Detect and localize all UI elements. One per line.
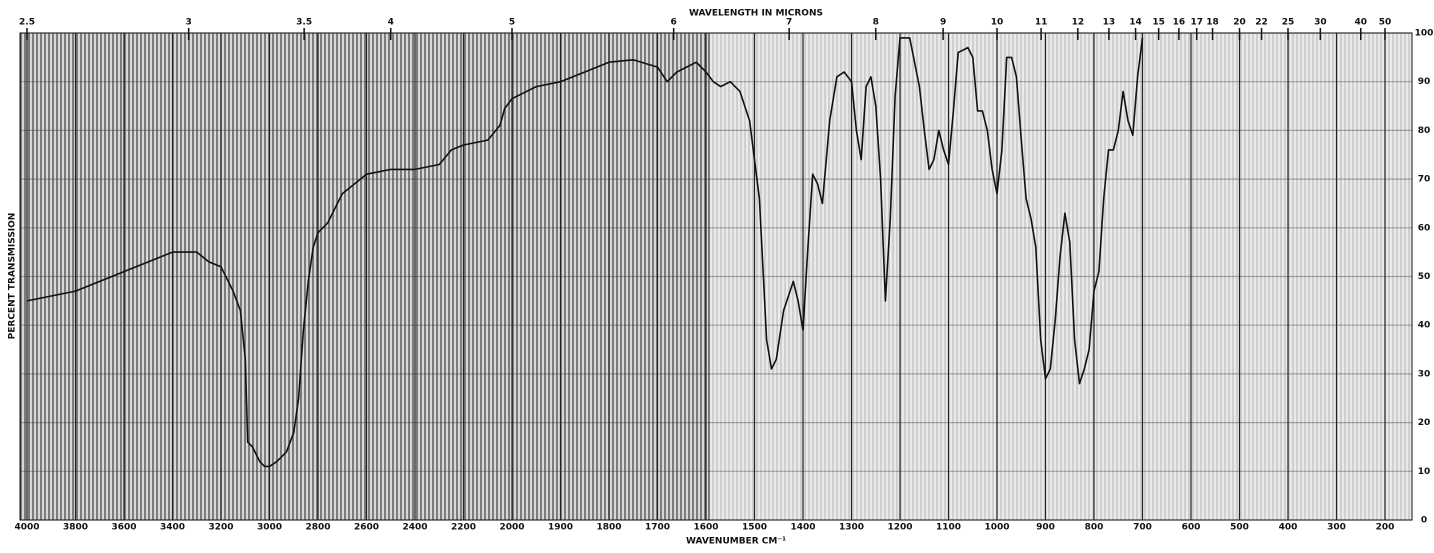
x-tick-label: 1800 bbox=[596, 523, 621, 533]
x2-tick-label: 3 bbox=[186, 18, 192, 28]
plot-frame bbox=[19, 32, 1413, 521]
x2-tick-label: 18 bbox=[1206, 18, 1219, 28]
x-tick-label: 1500 bbox=[742, 523, 767, 533]
x-tick-label: 3200 bbox=[208, 523, 233, 533]
x-tick-label: 1400 bbox=[790, 523, 815, 533]
x2-tick-label: 10 bbox=[991, 18, 1004, 28]
x-tick-label: 700 bbox=[1133, 523, 1152, 533]
x-tick-label: 800 bbox=[1085, 523, 1104, 533]
x-tick-label: 1300 bbox=[839, 523, 864, 533]
x2-tick-label: 6 bbox=[671, 18, 677, 28]
y-tick-label: 60 bbox=[1418, 223, 1431, 233]
x2-tick-label: 2.5 bbox=[19, 18, 35, 28]
x2-tick-label: 22 bbox=[1255, 18, 1268, 28]
x-tick-label: 400 bbox=[1279, 523, 1298, 533]
y-tick-label: 40 bbox=[1418, 321, 1431, 331]
x2-tick-label: 5 bbox=[509, 18, 515, 28]
y-tick-label: 90 bbox=[1418, 77, 1431, 87]
x2-tick-label: 40 bbox=[1354, 18, 1367, 28]
x-tick-label: 1600 bbox=[693, 523, 718, 533]
x-tick-label: 3800 bbox=[63, 523, 88, 533]
spectrum-line bbox=[26, 37, 1144, 468]
x2-tick-label: 12 bbox=[1072, 18, 1085, 28]
y-tick-label: 80 bbox=[1418, 126, 1431, 136]
y-axis-label: PERCENT TRANSMISSION bbox=[8, 213, 18, 340]
x2-tick-label: 8 bbox=[873, 18, 879, 28]
x-tick-label: 500 bbox=[1230, 523, 1249, 533]
x2-axis-label: WAVELENGTH IN MICRONS bbox=[689, 9, 823, 19]
y-tick-label: 30 bbox=[1418, 369, 1431, 379]
y-tick-label: 100 bbox=[1415, 29, 1434, 39]
x2-tick-label: 11 bbox=[1035, 18, 1048, 28]
x2-tick-label: 30 bbox=[1314, 18, 1327, 28]
x-tick-label: 200 bbox=[1376, 523, 1395, 533]
x-tick-label: 300 bbox=[1327, 523, 1346, 533]
x-tick-label: 2200 bbox=[451, 523, 476, 533]
x-tick-label: 3600 bbox=[111, 523, 136, 533]
x2-tick-label: 13 bbox=[1103, 18, 1116, 28]
x-tick-label: 2600 bbox=[354, 523, 379, 533]
x2-tick-label: 7 bbox=[786, 18, 792, 28]
x-tick-label: 3000 bbox=[257, 523, 282, 533]
x2-tick-label: 25 bbox=[1282, 18, 1295, 28]
x-tick-label: 600 bbox=[1182, 523, 1201, 533]
y-tick-label: 70 bbox=[1418, 175, 1431, 185]
x2-tick-label: 17 bbox=[1190, 18, 1203, 28]
plot-background-light bbox=[710, 33, 1412, 520]
x-tick-label: 2000 bbox=[499, 523, 524, 533]
y-tick-label: 20 bbox=[1418, 418, 1431, 428]
x-tick-label: 2400 bbox=[402, 523, 427, 533]
x2-tick-label: 4 bbox=[388, 18, 394, 28]
x-tick-label: 1700 bbox=[645, 523, 670, 533]
x2-tick-label: 15 bbox=[1152, 18, 1165, 28]
x2-tick-label: 16 bbox=[1173, 18, 1186, 28]
x-axis-label: WAVENUMBER CM⁻¹ bbox=[686, 537, 786, 547]
x-tick-label: 900 bbox=[1036, 523, 1055, 533]
x-tick-label: 1100 bbox=[936, 523, 961, 533]
y-tick-label: 50 bbox=[1418, 272, 1431, 282]
x-tick-label: 2800 bbox=[305, 523, 330, 533]
x-tick-label: 1200 bbox=[887, 523, 912, 533]
x-tick-label: 1900 bbox=[548, 523, 573, 533]
x2-tick-label: 20 bbox=[1233, 18, 1246, 28]
y-tick-label: 10 bbox=[1418, 467, 1431, 477]
x2-tick-label: 9 bbox=[940, 18, 946, 28]
x-tick-label: 3400 bbox=[160, 523, 185, 533]
x-tick-label: 4000 bbox=[14, 523, 39, 533]
x2-tick-label: 50 bbox=[1379, 18, 1392, 28]
x2-tick-label: 14 bbox=[1129, 18, 1142, 28]
x2-tick-label: 3.5 bbox=[296, 18, 312, 28]
y-tick-label: 0 bbox=[1421, 516, 1427, 526]
x-tick-label: 1000 bbox=[984, 523, 1009, 533]
